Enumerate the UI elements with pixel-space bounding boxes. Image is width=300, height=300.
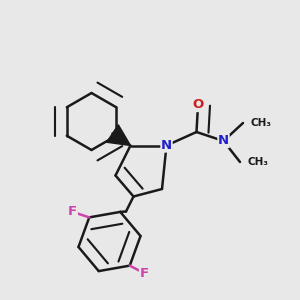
Text: F: F (68, 206, 77, 218)
Text: O: O (192, 98, 204, 112)
Text: CH₃: CH₃ (250, 118, 272, 128)
Polygon shape (107, 125, 130, 146)
Text: F: F (140, 267, 149, 280)
Text: CH₃: CH₃ (248, 157, 268, 167)
Text: N: N (218, 134, 229, 148)
Text: N: N (161, 139, 172, 152)
